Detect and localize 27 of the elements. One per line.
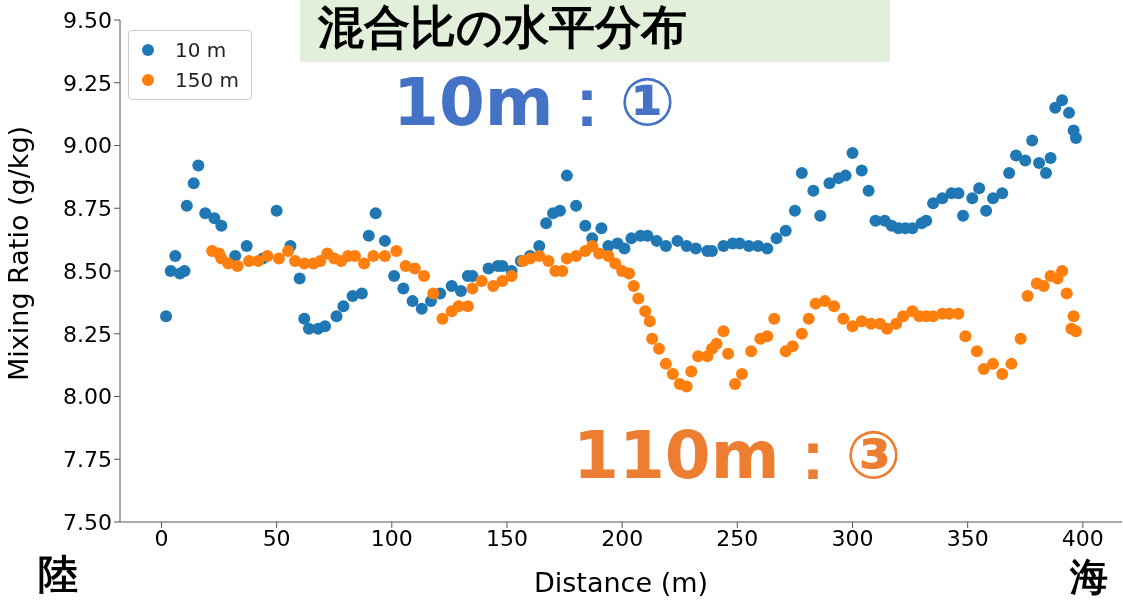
y-tick-label: 9.50	[63, 7, 112, 33]
annotation: 110m：③	[573, 417, 902, 494]
x-tick-label: 350	[946, 525, 989, 551]
x-tick-label: 0	[154, 525, 169, 551]
x-tick-label: 100	[370, 525, 413, 551]
x-tick-label: 50	[262, 525, 291, 551]
y-tick-label: 8.75	[63, 196, 112, 222]
legend-label: 150 m	[175, 67, 240, 94]
y-tick-label: 7.75	[63, 447, 112, 473]
x-tick-label: 400	[1061, 525, 1104, 551]
y-tick-label: 7.50	[63, 509, 112, 535]
x-tick-label: 150	[485, 525, 528, 551]
y-tick-label: 8.50	[63, 258, 112, 284]
annotation: 10m：①	[393, 64, 676, 141]
y-tick-label: 9.25	[63, 70, 112, 96]
chart-title: 混合比の水平分布	[318, 0, 687, 54]
y-tick-label: 8.00	[63, 384, 112, 410]
text: 海	[1070, 555, 1108, 599]
y-tick-label: 8.25	[63, 321, 112, 347]
y-axis-title: Mixing Ratio (g/kg)	[2, 125, 34, 381]
x-tick-label: 250	[716, 525, 759, 551]
y-tick-label: 9.00	[63, 133, 112, 159]
text: 陸	[38, 551, 78, 597]
legend-label: 10 m	[175, 37, 227, 64]
x-tick-label: 200	[601, 525, 644, 551]
x-tick-label: 300	[831, 525, 874, 551]
x-axis-title: Distance (m)	[533, 567, 709, 598]
